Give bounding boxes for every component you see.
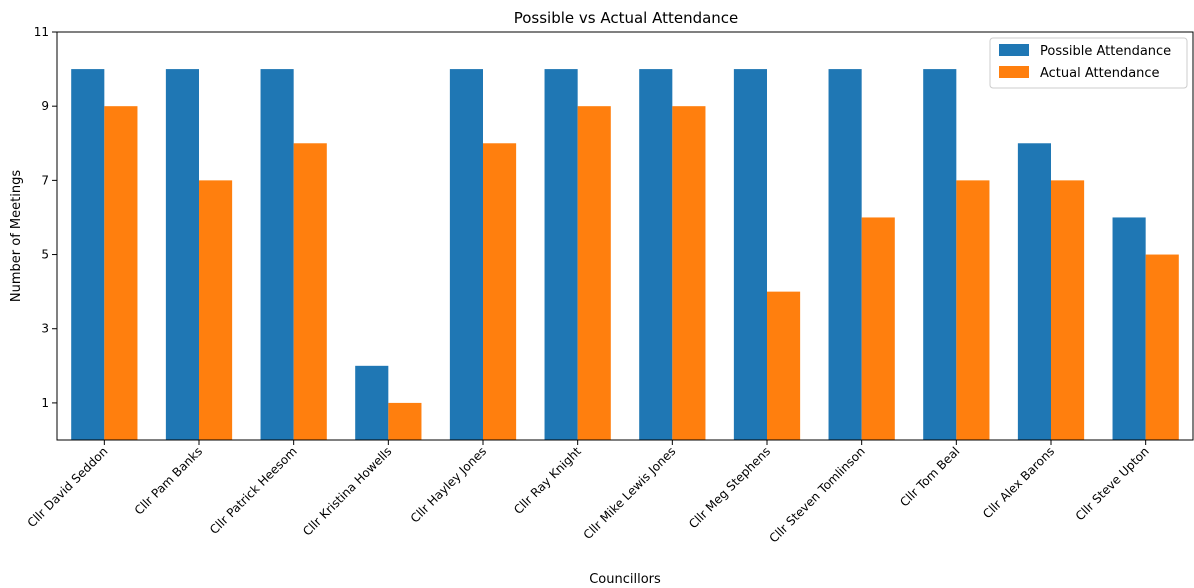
x-tick-label-5: Cllr Ray Knight bbox=[511, 444, 584, 517]
y-tick-label-4: 9 bbox=[41, 99, 49, 113]
legend-label-possible: Possible Attendance bbox=[1040, 44, 1171, 59]
y-axis-title: Number of Meetings bbox=[9, 170, 24, 302]
y-tick-label-5: 11 bbox=[34, 25, 49, 39]
legend-box bbox=[989, 37, 1188, 89]
x-tick-label-3: Cllr Kristina Howells bbox=[300, 444, 394, 538]
bar-actual-11 bbox=[1145, 254, 1179, 440]
bar-actual-3 bbox=[388, 402, 422, 440]
bar-possible-11 bbox=[1112, 217, 1146, 440]
legend-label-actual: Actual Attendance bbox=[1040, 66, 1160, 81]
plot-frame bbox=[56, 31, 1194, 441]
legend: Possible Attendance Actual Attendance bbox=[989, 37, 1188, 89]
x-tick-label-1: Cllr Pam Banks bbox=[132, 444, 205, 517]
bar-possible-6 bbox=[639, 69, 673, 440]
bar-possible-5 bbox=[544, 69, 578, 440]
y-tick-label-2: 5 bbox=[41, 248, 49, 262]
y-tick-label-0: 1 bbox=[41, 396, 49, 410]
x-tick-label-6: Cllr Mike Lewis Jones bbox=[581, 444, 679, 542]
x-tick-label-0: Cllr David Seddon bbox=[25, 444, 111, 530]
bar-actual-2 bbox=[293, 143, 327, 441]
x-tick-label-8: Cllr Steven Tomlinson bbox=[767, 444, 868, 545]
bar-possible-2 bbox=[260, 69, 294, 440]
x-tick-label-7: Cllr Meg Stephens bbox=[686, 444, 773, 531]
bar-actual-1 bbox=[199, 180, 233, 440]
bar-possible-3 bbox=[355, 365, 389, 440]
bar-actual-7 bbox=[767, 291, 801, 440]
legend-swatch-actual bbox=[999, 66, 1029, 78]
x-axis-title: Councillors bbox=[589, 572, 661, 587]
bar-actual-9 bbox=[956, 180, 990, 440]
y-axis: 1 3 5 7 9 11 bbox=[34, 25, 57, 410]
legend-swatch-possible bbox=[999, 44, 1029, 56]
bars-layer bbox=[71, 69, 1179, 441]
bar-possible-9 bbox=[923, 69, 957, 440]
x-tick-label-9: Cllr Tom Beal bbox=[897, 444, 962, 509]
bar-actual-10 bbox=[1051, 180, 1085, 440]
x-tick-label-10: Cllr Alex Barons bbox=[980, 444, 1057, 521]
x-axis: Cllr David Seddon Cllr Pam Banks Cllr Patr… bbox=[25, 440, 1152, 545]
bar-possible-10 bbox=[1017, 143, 1051, 441]
x-tick-label-4: Cllr Hayley Jones bbox=[408, 444, 489, 525]
bar-actual-4 bbox=[483, 143, 517, 441]
bar-possible-1 bbox=[165, 69, 199, 440]
bar-actual-0 bbox=[104, 106, 138, 440]
x-tick-label-11: Cllr Steve Upton bbox=[1073, 444, 1152, 523]
bar-possible-7 bbox=[733, 69, 767, 440]
y-tick-label-1: 3 bbox=[41, 322, 49, 336]
bar-possible-8 bbox=[828, 69, 862, 440]
bar-actual-8 bbox=[861, 217, 895, 440]
bar-possible-0 bbox=[71, 69, 105, 440]
bar-possible-4 bbox=[449, 69, 483, 440]
bar-actual-5 bbox=[577, 106, 611, 440]
bar-actual-6 bbox=[672, 106, 706, 440]
chart-title: Possible vs Actual Attendance bbox=[514, 9, 739, 27]
y-tick-label-3: 7 bbox=[41, 173, 49, 187]
x-tick-label-2: Cllr Patrick Heesom bbox=[207, 444, 300, 537]
